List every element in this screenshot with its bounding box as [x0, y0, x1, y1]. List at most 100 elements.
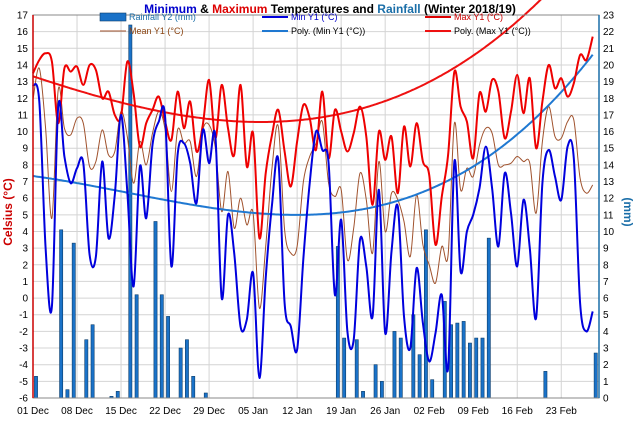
x-tick-label: 01 Dec	[17, 406, 49, 417]
y2-tick-label: 16	[603, 127, 615, 138]
y2-tick-label: 0	[603, 394, 609, 405]
y2-tick-label: 17	[603, 110, 615, 121]
y1-tick-label: 7	[22, 177, 28, 188]
rain-bar	[379, 381, 384, 399]
title-part: &	[197, 2, 212, 16]
rain-bar	[392, 331, 397, 399]
y1-axis-title: Celsius (°C)	[1, 178, 15, 245]
rain-bar	[593, 352, 598, 399]
rain-bar	[59, 229, 64, 399]
y2-tick-label: 21	[603, 44, 615, 55]
rain-bar	[84, 339, 89, 399]
rain-bar	[543, 371, 548, 399]
rain-bar	[480, 337, 485, 399]
y1-tick-label: 2	[22, 260, 28, 271]
rain-bar	[461, 321, 466, 399]
rain-bar	[153, 221, 158, 399]
x-tick-label: 26 Jan	[370, 406, 400, 417]
rain-bar	[417, 354, 422, 399]
title-part: Temperatures and	[267, 2, 377, 16]
y1-tick-label: -3	[19, 344, 28, 355]
rain-bar	[486, 237, 491, 399]
rain-bar	[474, 337, 479, 399]
y1-tick-label: -6	[19, 394, 28, 405]
y1-tick-label: 17	[17, 11, 29, 22]
y1-tick-label: 16	[17, 27, 29, 38]
y2-tick-label: 8	[603, 260, 609, 271]
y2-tick-label: 18	[603, 94, 615, 105]
rainfall-bars	[34, 24, 598, 399]
y1-tick-label: 4	[22, 227, 28, 238]
rain-bar	[65, 389, 70, 399]
y2-tick-label: 19	[603, 77, 615, 88]
y2-tick-label: 6	[603, 294, 609, 305]
rain-bar	[134, 294, 139, 399]
rain-bar	[159, 294, 164, 399]
title-part: Minimum	[144, 2, 197, 16]
y2-tick-label: 23	[603, 11, 615, 22]
legend-label: Max Y1 (°C)	[454, 12, 503, 22]
rain-bar	[34, 376, 38, 399]
rain-bar	[191, 376, 196, 399]
rain-bar	[185, 339, 189, 399]
rain-bar	[71, 242, 76, 399]
title-part: (Winter 2018/19)	[421, 2, 516, 16]
y1-tick-label: -1	[19, 310, 28, 321]
y2-tick-label: 9	[603, 244, 609, 255]
rain-bar	[90, 324, 95, 399]
legend: Rainfall Y2 (mm) Min Y1 (°C) Max Y1 (°C) Me…	[99, 12, 531, 36]
plot-border	[32, 14, 600, 399]
y2-tick-label: 4	[603, 327, 609, 338]
y2-tick-label: 22	[603, 27, 615, 38]
x-tick-label: 02 Feb	[414, 406, 446, 417]
y1-tick-label: 6	[22, 194, 28, 205]
y1-tick-label: 5	[22, 210, 28, 221]
x-tick-label: 08 Dec	[61, 406, 93, 417]
x-tick-label: 23 Feb	[546, 406, 578, 417]
y1-tick-label: -4	[19, 360, 28, 371]
series-lines	[32, 0, 594, 380]
poly-max-trendline	[32, 0, 542, 123]
min-line	[32, 83, 594, 380]
chart-title: Minimum & Maximum Temperatures and Rainf…	[144, 2, 516, 16]
y1-tick-label: 1	[22, 277, 28, 288]
y1-tick-label: 12	[17, 94, 29, 105]
y2-tick-label: 7	[603, 277, 609, 288]
x-tick-label: 15 Dec	[105, 406, 137, 417]
x-tick-label: 05 Jan	[238, 406, 268, 417]
legend-label: Rainfall Y2 (mm)	[129, 12, 196, 22]
y2-tick-label: 15	[603, 144, 615, 155]
rain-bar	[178, 347, 183, 399]
y2-tick-label: 13	[603, 177, 615, 188]
y1-tick-label: 9	[22, 144, 28, 155]
y1-tick-label: 0	[22, 294, 28, 305]
y1-tick-label: -2	[19, 327, 28, 338]
y1-tick-label: 3	[22, 244, 28, 255]
y2-tick-label: 12	[603, 194, 615, 205]
rain-bar	[342, 337, 347, 399]
y2-tick-label: 5	[603, 310, 609, 321]
y2-tick-label: 10	[603, 227, 615, 238]
x-tick-label: 29 Dec	[193, 406, 225, 417]
legend-swatch	[99, 12, 127, 22]
rain-bar	[398, 337, 403, 399]
legend-label: Min Y1 (°C)	[291, 12, 337, 22]
rain-bar	[373, 364, 378, 399]
y2-tick-label: 14	[603, 160, 615, 171]
title-part: Rainfall	[377, 2, 420, 16]
plot-frame	[32, 14, 600, 399]
rain-bar	[455, 322, 460, 399]
y2-tick-label: 3	[603, 344, 609, 355]
y1-tick-label: 14	[17, 60, 29, 71]
y2-axis-title: (mm)	[621, 197, 634, 226]
plot-grid	[32, 14, 599, 399]
x-tick-label: 22 Dec	[149, 406, 181, 417]
y2-tick-label: 11	[603, 210, 614, 221]
rain-bar	[115, 391, 120, 399]
rain-bar	[361, 391, 365, 399]
x-tick-labels: 01 Dec 08 Dec 15 Dec 22 Dec 29 Dec 05 Jan 12 J…	[17, 406, 577, 417]
y2-tick-label: 20	[603, 60, 615, 71]
